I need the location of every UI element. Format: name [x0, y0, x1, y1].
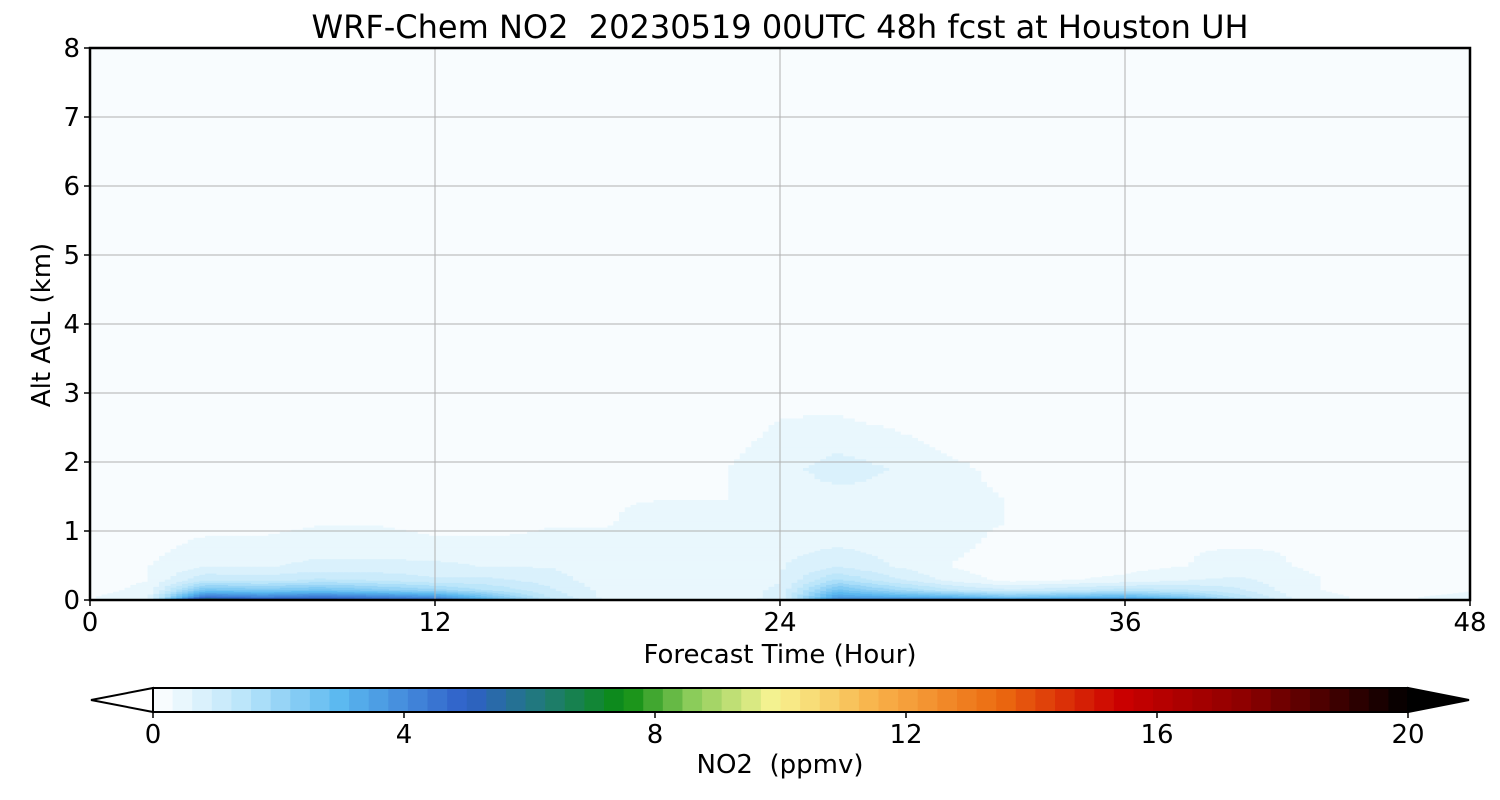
chart-figure: 0 12 24 36 48 012345678 0 4 8 12 16 20	[0, 0, 1500, 800]
